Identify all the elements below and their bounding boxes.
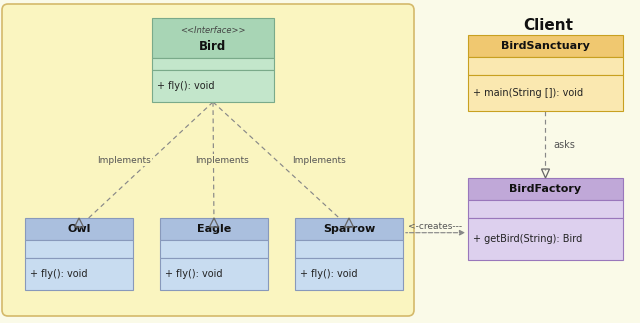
FancyBboxPatch shape	[295, 218, 403, 240]
Text: Implements: Implements	[97, 155, 151, 164]
FancyBboxPatch shape	[468, 178, 623, 200]
FancyBboxPatch shape	[468, 75, 623, 111]
FancyBboxPatch shape	[160, 240, 268, 258]
FancyBboxPatch shape	[25, 258, 133, 290]
FancyBboxPatch shape	[25, 218, 133, 240]
Text: <<Interface>>: <<Interface>>	[180, 26, 246, 35]
Text: + getBird(String): Bird: + getBird(String): Bird	[473, 234, 582, 244]
Text: Eagle: Eagle	[197, 224, 231, 234]
Text: Owl: Owl	[67, 224, 91, 234]
Text: Bird: Bird	[200, 40, 227, 53]
FancyBboxPatch shape	[160, 258, 268, 290]
Text: BirdFactory: BirdFactory	[509, 184, 582, 194]
FancyBboxPatch shape	[295, 258, 403, 290]
Text: + main(String []): void: + main(String []): void	[473, 88, 583, 98]
FancyBboxPatch shape	[25, 240, 133, 258]
FancyBboxPatch shape	[468, 200, 623, 218]
Text: Implements: Implements	[292, 155, 346, 164]
FancyBboxPatch shape	[2, 4, 414, 316]
Text: + fly(): void: + fly(): void	[30, 269, 88, 279]
Text: BirdSanctuary: BirdSanctuary	[501, 41, 590, 51]
Text: + fly(): void: + fly(): void	[165, 269, 223, 279]
FancyBboxPatch shape	[468, 57, 623, 75]
Text: <-creates---: <-creates---	[408, 222, 463, 231]
Text: Client: Client	[523, 18, 573, 33]
FancyBboxPatch shape	[468, 35, 623, 57]
Text: + fly(): void: + fly(): void	[157, 81, 214, 91]
Text: asks: asks	[554, 140, 575, 150]
FancyBboxPatch shape	[468, 218, 623, 260]
FancyBboxPatch shape	[152, 70, 274, 102]
Text: + fly(): void: + fly(): void	[300, 269, 358, 279]
FancyBboxPatch shape	[160, 218, 268, 240]
FancyBboxPatch shape	[152, 58, 274, 70]
FancyBboxPatch shape	[152, 18, 274, 58]
Text: Implements: Implements	[195, 155, 248, 164]
Text: Sparrow: Sparrow	[323, 224, 375, 234]
FancyBboxPatch shape	[295, 240, 403, 258]
